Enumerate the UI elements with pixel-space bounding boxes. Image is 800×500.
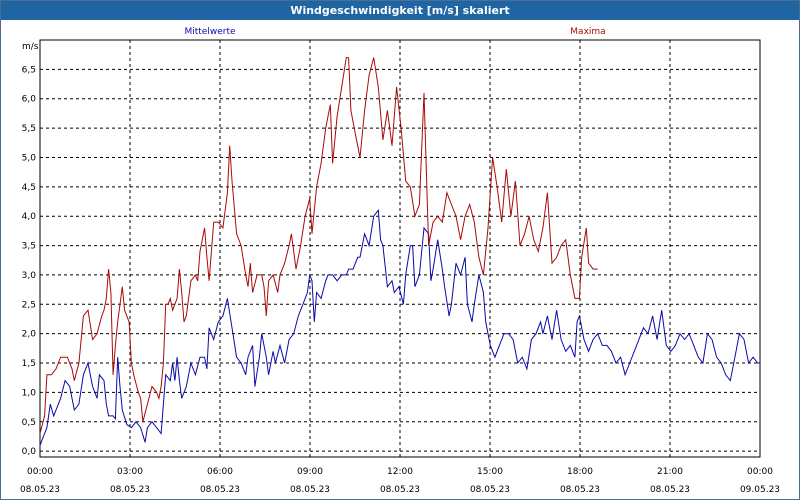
plot-axes [39,39,761,458]
y-tick-label: 3,5 [22,242,36,252]
y-tick-label: 6,5 [22,65,36,75]
x-tick-time: 12:00 [387,467,413,477]
x-tick-time: 18:00 [567,467,593,477]
plot-border [39,39,761,458]
series-lines [39,57,760,446]
y-tick-label: 5,5 [22,124,36,134]
series-line-maxima [39,57,598,434]
grid-lines [39,40,761,457]
x-tick-date: 08.05.23 [380,485,420,495]
y-tick-label: 0,0 [22,447,37,457]
y-tick-label: 5,0 [22,153,37,163]
y-tick-label: 3,0 [22,271,37,281]
legend-mittelwerte: Mittelwerte [184,27,235,37]
legend-maxima: Maxima [570,27,605,37]
tick-labels: 0,0 0,5 1,0 1,5 2,0 2,5 3,0 3,5 4,0 4,5 5,0 5,5 6,0 6… [20,65,780,495]
x-tick-date: 08.05.23 [200,485,240,495]
y-tick-label: 4,0 [22,212,37,222]
x-tick-date: 08.05.23 [20,485,60,495]
x-tick-date: 08.05.23 [110,485,150,495]
x-tick-time: 00:00 [747,467,773,477]
x-tick-time: 21:00 [657,467,683,477]
y-tick-label: 0,5 [22,418,36,428]
y-axis-label: m/s [22,42,39,52]
window-title: Windgeschwindigkeit [m/s] skaliert [1,1,799,20]
y-tick-label: 6,0 [22,95,37,105]
x-tick-time: 03:00 [117,467,143,477]
y-tick-label: 2,5 [22,300,36,310]
x-tick-date: 09.05.23 [740,485,780,495]
y-tick-label: 4,5 [22,183,36,193]
x-tick-time: 06:00 [207,467,233,477]
x-tick-time: 09:00 [297,467,323,477]
x-tick-time: 00:00 [27,467,53,477]
x-tick-time: 15:00 [477,467,503,477]
y-tick-label: 2,0 [22,330,37,340]
x-tick-date: 08.05.23 [470,485,510,495]
x-tick-date: 08.05.23 [560,485,600,495]
series-line-mittelwerte [39,208,760,446]
y-tick-label: 1,5 [22,359,36,369]
x-tick-date: 08.05.23 [650,485,690,495]
y-tick-label: 1,0 [22,388,37,398]
x-tick-date: 08.05.23 [290,485,330,495]
